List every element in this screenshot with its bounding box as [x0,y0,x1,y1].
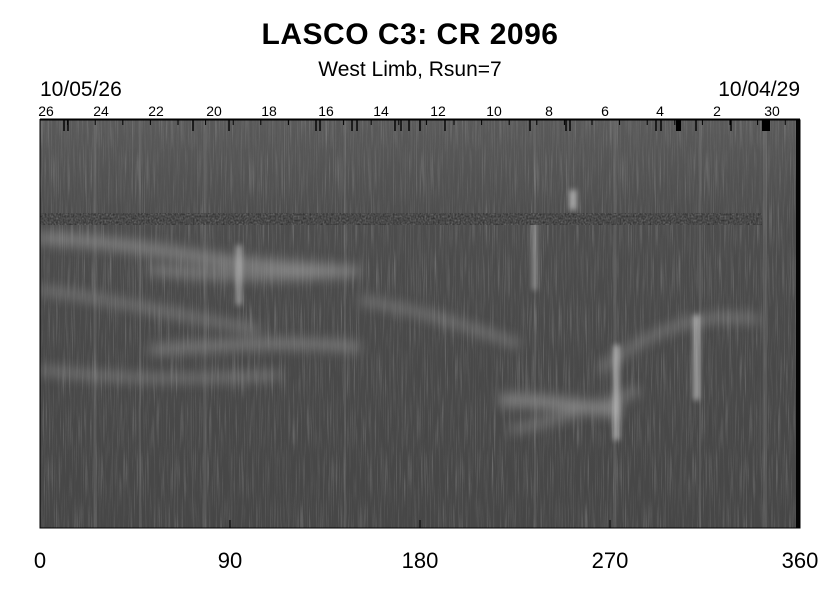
x-tick-label: 360 [781,548,819,573]
day-tick-label: 24 [93,103,109,119]
x-tick-label: 180 [401,548,439,573]
x-tick-label: 0 [33,548,47,573]
x-tick-label: 90 [217,548,243,573]
day-tick-label: 6 [601,103,609,119]
day-tick-label: 20 [206,103,222,119]
day-tick-label: 26 [38,103,54,119]
day-tick-label: 12 [430,103,446,119]
day-tick-label: 22 [148,103,164,119]
bottom-axis-ticks [39,520,801,528]
x-tick-label: 270 [591,548,629,573]
coronal-image [40,120,800,528]
end-date-label: 10/04/29 [718,78,800,101]
data-gap-mark [676,119,681,131]
day-tick-label: 4 [656,103,664,119]
day-tick-label: 16 [318,103,334,119]
day-tick-label: 14 [373,103,389,119]
day-tick-label: 10 [486,103,502,119]
start-date-label: 10/05/26 [40,78,122,101]
day-tick-label: 18 [261,103,277,119]
top-axis-ticks [39,119,786,131]
day-tick-label: 2 [713,103,721,119]
day-tick-label: 8 [545,103,553,119]
day-tick-label: 30 [764,103,780,119]
chart-title: LASCO C3: CR 2096 [261,18,559,51]
data-gap-mark [762,119,770,131]
chart-subtitle: West Limb, Rsun=7 [318,58,502,81]
